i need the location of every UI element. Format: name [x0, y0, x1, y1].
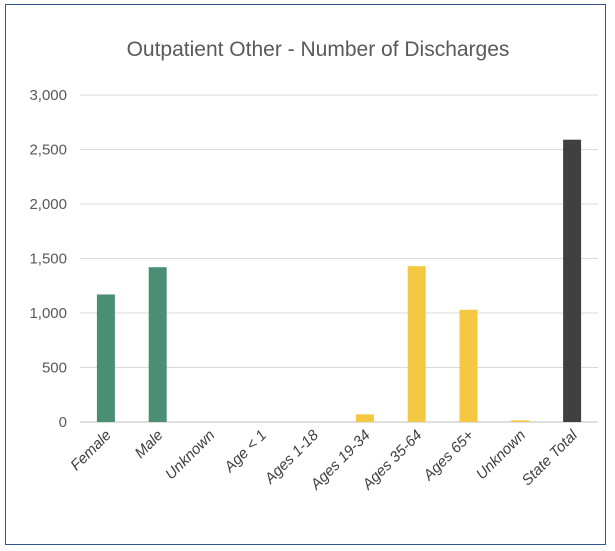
- bar-ages-35-64: [407, 266, 426, 422]
- bars: [96, 139, 582, 422]
- bar-male: [148, 267, 167, 422]
- y-tick-label: 2,500: [29, 142, 67, 159]
- bar-unknown: [511, 420, 530, 422]
- bar-ages-65-: [459, 309, 478, 422]
- chart-frame: [5, 4, 606, 545]
- y-tick-label: 3,000: [29, 87, 67, 104]
- x-tick-label: Unknown: [162, 427, 218, 483]
- bar-state-total: [563, 139, 582, 422]
- bar-ages-19-34: [355, 414, 374, 422]
- chart-title: Outpatient Other - Number of Discharges: [127, 38, 510, 61]
- x-tick-label: State Total: [519, 426, 582, 489]
- y-tick-label: 1,500: [29, 251, 67, 268]
- x-tick-label: Ages 65+: [419, 427, 477, 485]
- y-axis: 0 500 1,000 1,500 2,000 2,500 3,000: [29, 87, 67, 431]
- y-tick-label: 2,000: [29, 196, 67, 213]
- x-tick-label: Male: [132, 427, 167, 462]
- bar-female: [96, 294, 115, 422]
- y-tick-label: 1,000: [29, 305, 67, 322]
- y-tick-label: 0: [59, 414, 67, 431]
- x-tick-label: Age < 1: [221, 427, 271, 477]
- x-tick-label: Female: [67, 427, 114, 474]
- y-tick-label: 500: [42, 360, 67, 377]
